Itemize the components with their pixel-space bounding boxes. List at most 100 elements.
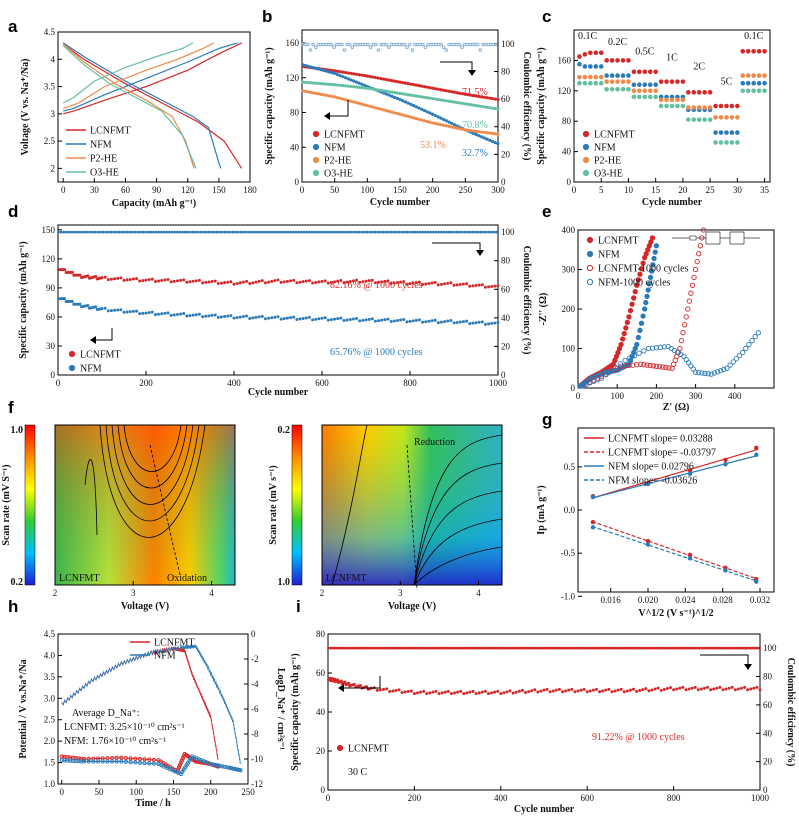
data-point-P2-HE	[496, 132, 500, 136]
data-point-NFM	[577, 61, 582, 67]
data-point-LCNFMT	[505, 690, 509, 694]
ce-point	[329, 646, 332, 650]
data-point-O3-HE	[431, 97, 435, 101]
data-point-NFM-1000 cycles	[746, 341, 752, 348]
data-point-LCNFMT	[358, 280, 362, 284]
data-point-O3-HE	[392, 90, 397, 95]
data-point-LCNFMT-1000 cycles	[666, 365, 672, 371]
ce-point	[584, 646, 587, 650]
y-tick-label: 4.0	[44, 650, 56, 660]
y-tick-label: 3.5	[44, 82, 56, 92]
data-point-O3-HE	[762, 88, 767, 94]
data-point-NFM	[431, 112, 435, 116]
ce-point	[421, 230, 425, 234]
colorbar-max-label: 1.0	[11, 425, 24, 436]
data-point-LCNFMT	[348, 279, 352, 283]
data-point-LCNFMT	[749, 687, 753, 691]
data-point-LCNFMT	[626, 314, 632, 320]
data-point-P2-HE	[477, 130, 481, 134]
plot-frame	[327, 633, 761, 791]
data-point-LCNFMT	[113, 277, 117, 281]
data-point-LCNFMT	[601, 689, 605, 693]
panel-h: h0 50 100 150 200 2501.01.52.02.53.03.54.04.5…	[8, 597, 286, 809]
data-point-O3-HE	[417, 94, 421, 99]
data-point-NFM	[63, 297, 67, 301]
ce-point	[340, 42, 344, 47]
x-tick-label: 800	[403, 378, 417, 388]
data-point-O3-HE	[696, 117, 702, 122]
data-point-LCNFMT	[482, 95, 486, 99]
ce-point	[335, 646, 339, 650]
discharge-curve-LCNFMT	[62, 43, 243, 169]
ce-point	[444, 48, 449, 52]
data-point-LCNFMT	[724, 103, 729, 109]
data-point-LCNFMT	[185, 280, 189, 284]
data-point-NFM	[323, 316, 327, 320]
data-point-LCNFMT	[453, 691, 457, 695]
y-tick-label: 3	[51, 109, 56, 119]
data-point-NFM	[751, 80, 756, 86]
y-tick-label: 30	[46, 341, 56, 351]
ce-point	[165, 230, 169, 234]
ce-point	[410, 48, 415, 52]
data-point-NFM	[461, 320, 465, 324]
data-point-P2-HE	[626, 79, 631, 84]
data-point-O3-HE	[363, 86, 367, 90]
data-point-O3-HE	[756, 88, 762, 94]
data-point-NFM	[289, 316, 293, 320]
legend-label: LCNFMT	[594, 130, 635, 141]
data-point-O3-HE	[357, 85, 361, 89]
data-point-NFM	[100, 307, 104, 311]
plot-frame	[573, 29, 771, 183]
data-point-P2-HE	[637, 88, 642, 94]
data-point-NFM-1000 cycles	[730, 359, 736, 365]
legend-label: NFM slope= 0.02796	[608, 462, 694, 473]
ce-point	[487, 230, 491, 234]
data-point-LCNFMT	[724, 687, 728, 691]
data-point-LCNFMT	[730, 685, 734, 689]
data-point-NFM	[724, 130, 729, 135]
ce-point	[705, 646, 708, 650]
data-point-LCNFMT	[477, 94, 481, 99]
ce-point	[720, 646, 723, 650]
data-point-LCNFMT	[487, 285, 491, 289]
ce-point	[653, 646, 656, 650]
data-point-LCNFMT	[301, 280, 305, 284]
ce-point	[676, 646, 680, 650]
data-point-LCNFMT	[545, 687, 549, 691]
data-point-LCNFMT	[251, 281, 255, 285]
ce-point	[215, 230, 219, 234]
ce-point	[339, 646, 343, 650]
ce-point	[326, 230, 330, 234]
data-point-O3-HE	[466, 102, 470, 106]
arrow-right	[700, 654, 749, 666]
data-point-LCNFMT ox	[687, 468, 693, 473]
data-point-NFM	[430, 319, 434, 323]
data-point-P2-HE	[343, 98, 348, 102]
ce-point	[468, 230, 472, 234]
data-point-LCNFMT	[263, 281, 267, 285]
data-point-LCNFMT-1000 cycles	[700, 227, 707, 233]
ce-point	[694, 646, 698, 650]
data-point-LCNFMT	[638, 266, 645, 272]
data-point-LCNFMT	[517, 689, 521, 693]
data-point-NFM	[191, 313, 195, 317]
data-point-LCNFMT	[392, 79, 397, 83]
ce-point	[384, 42, 389, 47]
data-point-P2-HE	[420, 118, 424, 122]
x-tick-label: 150	[167, 787, 181, 797]
data-point-LCNFMT	[678, 686, 682, 690]
data-point-P2-HE	[335, 96, 339, 100]
diffusion-point-LCNFMT D	[151, 757, 157, 763]
annotation-retention: 82.16% @ 1000 cycles	[330, 280, 423, 291]
ce-point	[376, 646, 380, 650]
annotation-retention: 32.7%	[462, 148, 488, 159]
ce-point	[713, 646, 717, 650]
data-point-LCNFMT	[593, 50, 599, 56]
ce-point	[517, 646, 520, 650]
ce-point	[428, 646, 432, 650]
data-point-LCNFMT	[358, 683, 362, 687]
data-point-LCNFMT	[172, 279, 176, 283]
ce-point	[226, 230, 229, 234]
y-tick-label: 120	[286, 73, 300, 83]
